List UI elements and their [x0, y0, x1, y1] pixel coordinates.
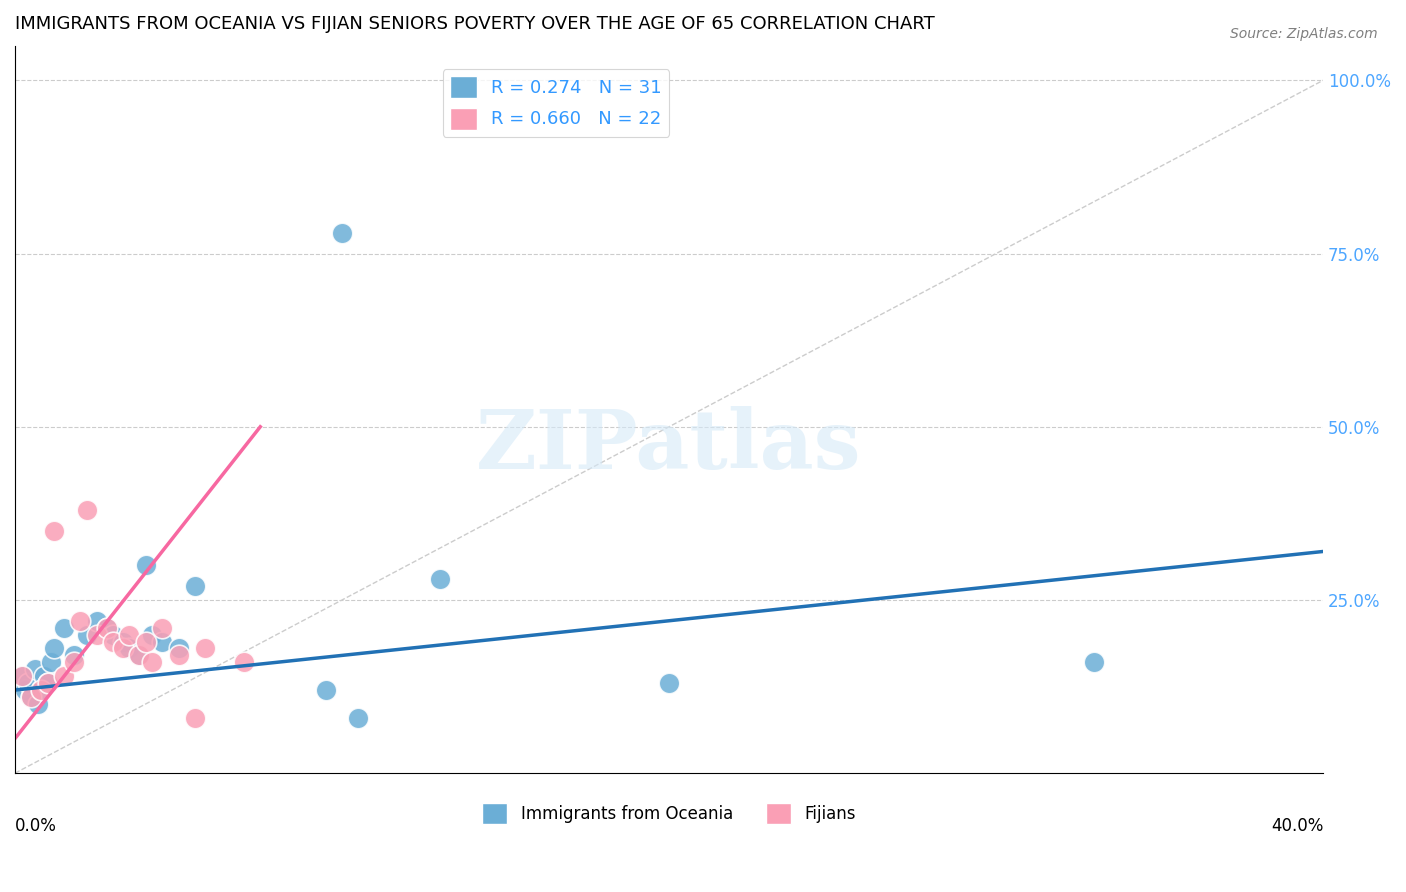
- Point: [194, 641, 217, 656]
- Point: [69, 614, 91, 628]
- Point: [184, 579, 207, 593]
- Point: [17, 676, 39, 690]
- Point: [167, 641, 190, 656]
- Point: [44, 641, 66, 656]
- Point: [429, 572, 451, 586]
- Point: [101, 627, 124, 641]
- Point: [135, 558, 157, 573]
- Point: [39, 656, 62, 670]
- Legend: R = 0.274   N = 31, R = 0.660   N = 22: R = 0.274 N = 31, R = 0.660 N = 22: [443, 70, 669, 136]
- Point: [141, 656, 163, 670]
- Point: [44, 524, 66, 538]
- Point: [63, 648, 86, 663]
- Point: [63, 656, 86, 670]
- Point: [14, 683, 37, 698]
- Point: [315, 683, 337, 698]
- Point: [20, 690, 42, 704]
- Point: [128, 648, 150, 663]
- Point: [118, 641, 141, 656]
- Point: [10, 669, 32, 683]
- Point: [135, 634, 157, 648]
- Text: Source: ZipAtlas.com: Source: ZipAtlas.com: [1230, 27, 1378, 41]
- Text: ZIPatlas: ZIPatlas: [477, 406, 862, 486]
- Point: [86, 627, 108, 641]
- Point: [76, 627, 98, 641]
- Point: [658, 676, 681, 690]
- Point: [184, 711, 207, 725]
- Point: [101, 634, 124, 648]
- Point: [10, 669, 32, 683]
- Point: [96, 621, 118, 635]
- Point: [96, 621, 118, 635]
- Point: [37, 676, 59, 690]
- Point: [118, 627, 141, 641]
- Point: [128, 648, 150, 663]
- Text: IMMIGRANTS FROM OCEANIA VS FIJIAN SENIORS POVERTY OVER THE AGE OF 65 CORRELATION: IMMIGRANTS FROM OCEANIA VS FIJIAN SENIOR…: [15, 15, 935, 33]
- Point: [27, 697, 49, 711]
- Text: 40.0%: 40.0%: [1271, 817, 1323, 835]
- Point: [111, 641, 134, 656]
- Point: [150, 621, 173, 635]
- Point: [347, 711, 370, 725]
- Point: [150, 634, 173, 648]
- Point: [330, 226, 353, 240]
- Point: [37, 676, 59, 690]
- Point: [86, 614, 108, 628]
- Point: [34, 669, 56, 683]
- Text: 0.0%: 0.0%: [15, 817, 56, 835]
- Point: [24, 662, 46, 676]
- Point: [76, 503, 98, 517]
- Point: [232, 656, 254, 670]
- Point: [167, 648, 190, 663]
- Point: [141, 627, 163, 641]
- Point: [111, 634, 134, 648]
- Point: [53, 621, 76, 635]
- Point: [30, 683, 52, 698]
- Point: [30, 683, 52, 698]
- Point: [20, 690, 42, 704]
- Point: [53, 669, 76, 683]
- Point: [1083, 656, 1105, 670]
